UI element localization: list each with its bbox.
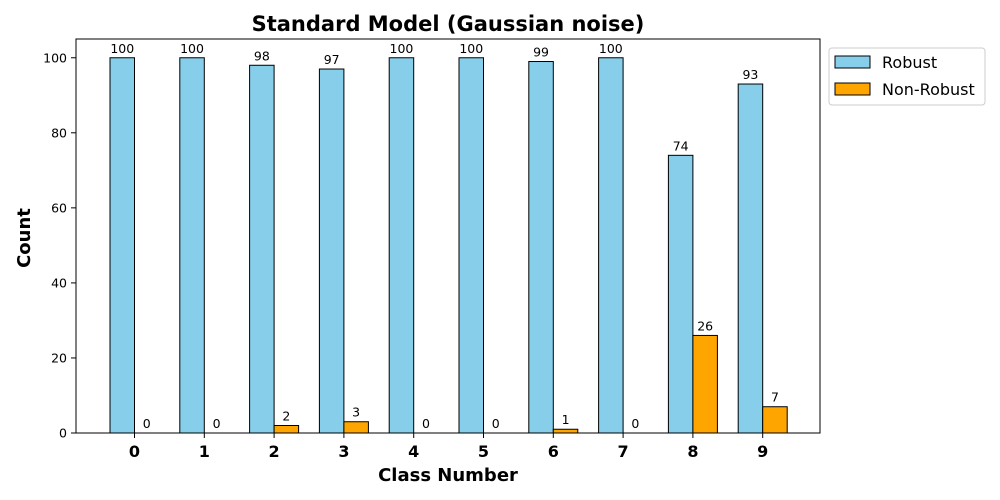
bar-robust-class-3	[318, 68, 345, 434]
bar-non-robust-class-6	[552, 428, 579, 434]
x-tick-label-3: 3	[338, 442, 349, 461]
y-tick-label-0: 0	[59, 426, 67, 441]
x-tick-label-6: 6	[548, 442, 559, 461]
data-label-non-robust-class-9: 7	[771, 390, 779, 405]
data-label-robust-class-4: 100	[390, 41, 414, 56]
legend-swatch-non-robust	[834, 82, 871, 96]
y-tick-label-60: 60	[51, 200, 67, 215]
bars-layer	[109, 57, 788, 434]
data-label-robust-class-1: 100	[180, 41, 204, 56]
data-label-robust-class-8: 74	[673, 138, 689, 153]
data-label-robust-class-3: 97	[324, 52, 340, 67]
legend-label-non-robust: Non-Robust	[882, 80, 975, 99]
y-tick-label-80: 80	[51, 125, 67, 140]
legend-swatch-robust	[834, 55, 871, 69]
data-label-robust-class-2: 98	[254, 48, 270, 63]
x-tick-label-7: 7	[618, 442, 629, 461]
bar-robust-class-4	[388, 57, 415, 434]
data-label-non-robust-class-7: 0	[631, 416, 639, 431]
x-tick-label-9: 9	[757, 442, 768, 461]
data-label-non-robust-class-2: 2	[282, 408, 290, 423]
data-label-non-robust-class-0: 0	[143, 416, 151, 431]
bar-non-robust-class-8	[692, 334, 718, 434]
data-label-non-robust-class-5: 0	[492, 416, 500, 431]
bar-robust-class-0	[109, 57, 135, 434]
x-tick-label-1: 1	[199, 442, 210, 461]
x-tick-label-2: 2	[269, 442, 280, 461]
data-label-non-robust-class-4: 0	[422, 416, 430, 431]
x-axis-label: Class Number	[378, 465, 518, 486]
data-label-robust-class-0: 100	[110, 41, 134, 56]
bar-robust-class-6	[528, 61, 554, 434]
bar-non-robust-class-2	[273, 424, 300, 434]
chart-title: Standard Model (Gaussian noise)	[252, 12, 645, 36]
data-label-robust-class-7: 100	[599, 41, 623, 56]
bar-robust-class-5	[458, 57, 484, 434]
y-tick-label-100: 100	[43, 50, 67, 65]
x-tick-label-8: 8	[687, 442, 698, 461]
y-tick-label-40: 40	[51, 275, 67, 290]
bar-non-robust-class-3	[343, 421, 369, 434]
bar-robust-class-9	[737, 83, 764, 434]
bar-robust-class-2	[249, 64, 275, 434]
bar-non-robust-class-9	[762, 406, 788, 434]
x-tick-label-0: 0	[129, 442, 140, 461]
bar-robust-class-1	[179, 57, 205, 434]
x-ticks-layer: 0 1 2 3 4 5 6 7 8 9	[129, 433, 768, 461]
legend-label-robust: Robust	[882, 53, 937, 72]
data-label-non-robust-class-1: 0	[213, 416, 221, 431]
data-labels-layer: 100 0 100 0 98 2 97 3 100 0 100 0 99 1 100 0 74 26 93 7	[110, 41, 779, 431]
plot-frame	[75, 38, 821, 434]
data-label-non-robust-class-6: 1	[562, 412, 570, 427]
bar-robust-class-8	[667, 154, 694, 434]
x-tick-label-4: 4	[408, 442, 419, 461]
data-label-non-robust-class-8: 26	[697, 318, 713, 333]
y-tick-label-20: 20	[51, 350, 67, 365]
data-label-robust-class-5: 100	[459, 41, 483, 56]
y-ticks-layer: 0 20 40 60 80 100	[43, 50, 76, 441]
data-label-non-robust-class-3: 3	[352, 405, 360, 420]
data-label-robust-class-6: 99	[533, 45, 549, 60]
legend: Robust Non-Robust	[828, 47, 986, 106]
y-axis-label: Count	[14, 208, 35, 268]
x-tick-label-5: 5	[478, 442, 489, 461]
bar-robust-class-7	[598, 57, 624, 434]
data-label-robust-class-9: 93	[742, 67, 758, 82]
